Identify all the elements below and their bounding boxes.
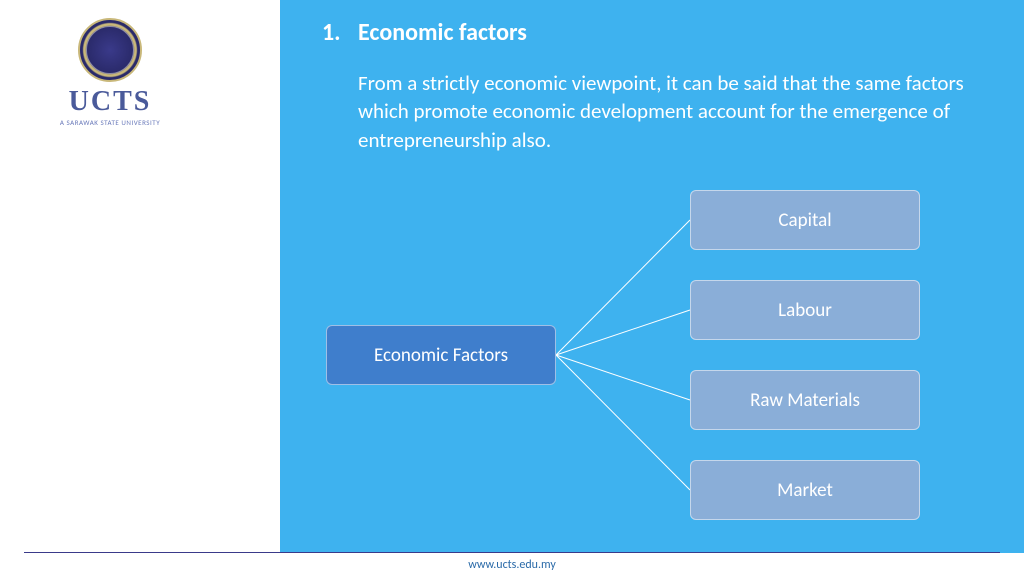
root-label: Economic Factors xyxy=(374,344,508,367)
brand-logo: UCTS A SARAWAK STATE UNIVERSITY xyxy=(40,18,180,127)
heading-text: Economic factors xyxy=(358,18,527,47)
leaf-label: Labour xyxy=(778,299,832,322)
seal-icon xyxy=(78,18,142,82)
leaf-node: Capital xyxy=(690,190,920,250)
slide-body: From a strictly economic viewpoint, it c… xyxy=(316,69,988,154)
tree-diagram: Economic Factors Capital Labour Raw Materi… xyxy=(300,180,990,550)
leaf-label: Raw Materials xyxy=(750,389,860,412)
leaf-label: Market xyxy=(777,479,833,502)
heading-number: 1. xyxy=(322,18,344,47)
logo-text: UCTS xyxy=(40,86,180,118)
footer-url: www.ucts.edu.my xyxy=(0,558,1024,572)
leaf-label: Capital xyxy=(778,209,831,232)
root-node: Economic Factors xyxy=(326,325,556,385)
leaf-node: Labour xyxy=(690,280,920,340)
slide-heading: 1. Economic factors xyxy=(316,18,988,47)
leaf-node: Raw Materials xyxy=(690,370,920,430)
leaf-node: Market xyxy=(690,460,920,520)
logo-subtitle: A SARAWAK STATE UNIVERSITY xyxy=(40,118,180,127)
left-panel: UCTS A SARAWAK STATE UNIVERSITY xyxy=(0,0,280,576)
footer-divider xyxy=(24,552,1000,553)
